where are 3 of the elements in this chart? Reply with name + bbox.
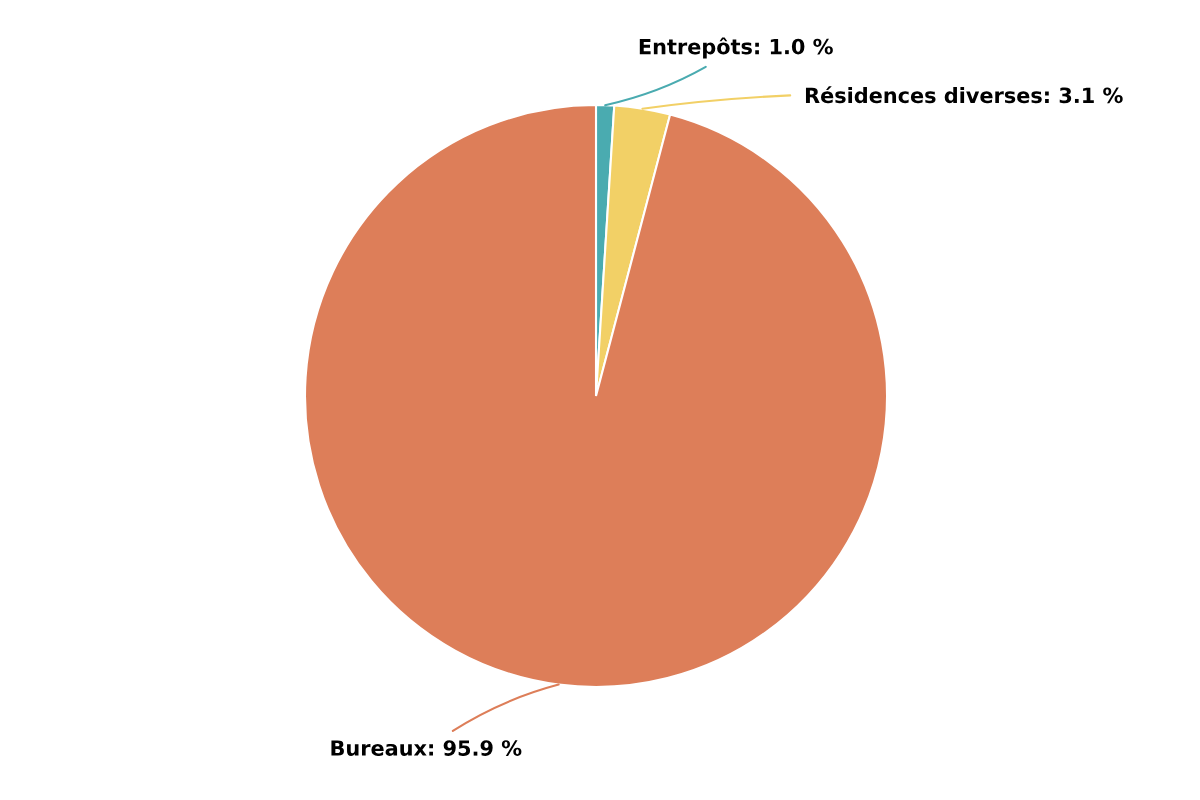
slice-label: Entrepôts: 1.0 % [639, 37, 833, 59]
slice-label: Bureaux: 95.9 % [331, 740, 522, 756]
slice-label: Résidences diverses: 3.1 % [805, 86, 1123, 104]
